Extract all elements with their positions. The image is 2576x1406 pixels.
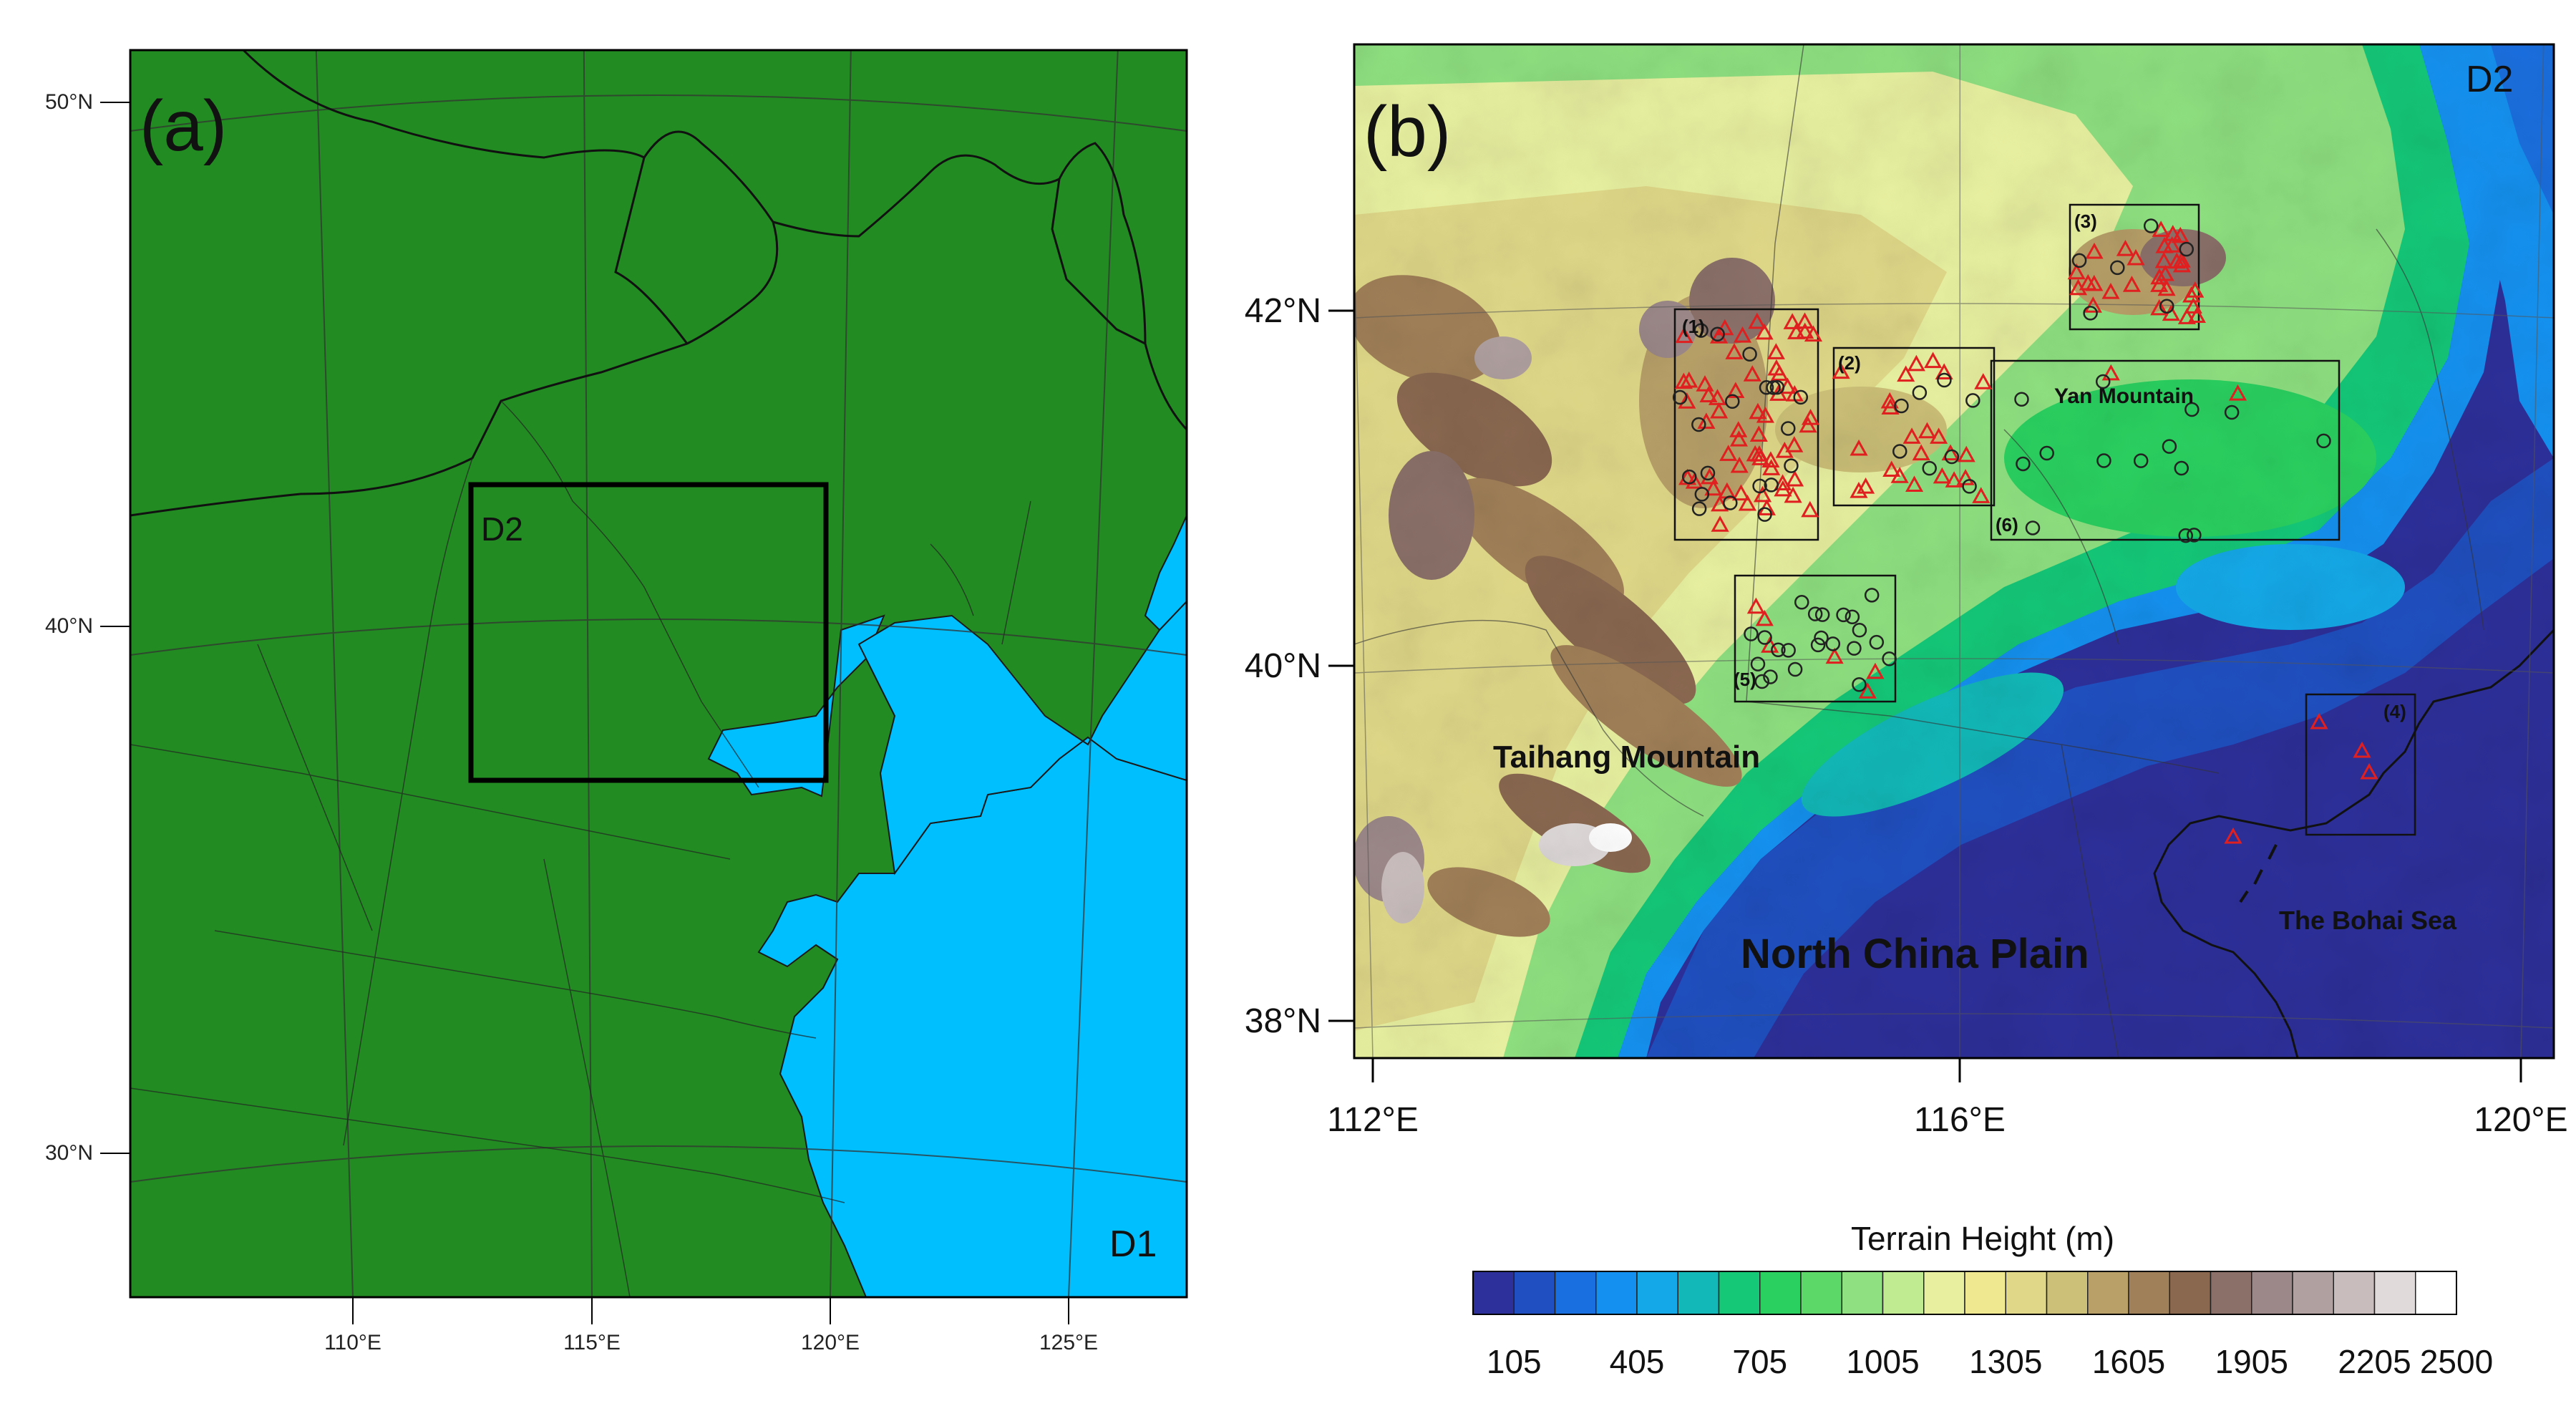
lat-tick-labels-a: 50°N 40°N 30°N (45, 90, 130, 1165)
colorbar-title: Terrain Height (m) (1851, 1220, 2114, 1257)
colorbar-tick-105: 105 (1487, 1343, 1542, 1380)
box-4-label: (4) (2383, 701, 2406, 722)
lon-tick-labels-b: 112°E 116°E 120°E (1327, 1058, 2568, 1139)
lon-tick-120e: 120°E (801, 1331, 860, 1354)
box-6-label: (6) (1996, 514, 2018, 535)
colorbar-tick-2205: 2205 (2338, 1343, 2411, 1380)
lat-tick-50n: 50°N (45, 90, 93, 114)
panel-a-label: (a) (140, 86, 227, 166)
box-1-label: (1) (1682, 316, 1705, 337)
lat-tick-labels-b: 42°N 40°N 38°N (1245, 292, 1354, 1040)
panel-b-label: (b) (1364, 92, 1451, 172)
graticule (130, 50, 1187, 1297)
colorbar-tick-1605: 1605 (2092, 1343, 2165, 1380)
colorbar-tick-2500: 2500 (2420, 1343, 2493, 1380)
d2-domain-box (468, 482, 829, 783)
panel-b-terrain-map: (1) (2) (3) (4) (5) (6) Taihang Mountain… (1245, 43, 2568, 1139)
panel-a-map: (a) D1 D2 50°N 40°N 30°N 110°E 115°E 120… (45, 49, 1188, 1354)
country-borders (130, 50, 1187, 517)
lat-tick-42n: 42°N (1245, 292, 1321, 330)
box-3 (2069, 203, 2200, 331)
sub-region-boxes (1673, 203, 2416, 836)
d1-domain-label: D1 (1109, 1223, 1157, 1265)
lon-tick-125e: 125°E (1039, 1331, 1098, 1354)
box-5-label: (5) (1734, 669, 1756, 690)
colorbar-tick-405: 405 (1610, 1343, 1665, 1380)
yan-mountain-label: Yan Mountain (2054, 384, 2194, 408)
d2-domain-label: D2 (481, 510, 523, 548)
province-borders (130, 400, 1031, 1297)
lon-tick-116e: 116°E (1914, 1101, 2006, 1139)
box-6 (1990, 359, 2341, 541)
bohai-sea-label: The Bohai Sea (2279, 906, 2457, 935)
lat-tick-40n-b: 40°N (1245, 647, 1321, 685)
box-5 (1734, 574, 1897, 703)
lon-tick-120e-b: 120°E (2474, 1101, 2567, 1139)
colorbar-cells (1472, 1271, 2457, 1315)
colorbar-tick-1005: 1005 (1846, 1343, 1919, 1380)
sea-of-japan (1144, 515, 1187, 631)
coastline (2153, 629, 2554, 1058)
box-2 (1832, 346, 1996, 507)
lon-tick-115e: 115°E (563, 1331, 621, 1354)
panel-b-frame (1353, 43, 2555, 1060)
panel-a-frame (129, 49, 1188, 1299)
province-borders-b (1354, 44, 2484, 1058)
box-4 (2305, 693, 2416, 836)
colorbar-tick-705: 705 (1732, 1343, 1787, 1380)
colorbar-tick-1305: 1305 (1969, 1343, 2042, 1380)
d2-domain-label-b: D2 (2466, 59, 2513, 100)
terrain-colorbar: Terrain Height (m) 105 405 705 1005 1305 1605… (1472, 1220, 2493, 1380)
lon-tick-110e: 110°E (324, 1331, 381, 1354)
box-3-label: (3) (2074, 210, 2097, 232)
lat-tick-40n: 40°N (45, 614, 93, 638)
colorbar-tick-1905: 1905 (2215, 1343, 2288, 1380)
islands (2239, 844, 2278, 903)
graticule-b (1354, 44, 2554, 1058)
lon-tick-labels-a: 110°E 115°E 120°E 125°E (324, 1297, 1098, 1354)
box-2-label: (2) (1838, 352, 1861, 374)
lon-tick-112e: 112°E (1327, 1101, 1419, 1139)
terrain-height-shading (1354, 44, 2554, 1058)
lat-tick-30n: 30°N (45, 1141, 93, 1165)
station-markers (1672, 218, 2378, 844)
yellow-sea-north (857, 600, 1187, 876)
colorbar-tick-labels: 105 405 705 1005 1305 1605 1905 2205 2500 (1487, 1343, 2493, 1380)
taihang-mountain-label: Taihang Mountain (1493, 740, 1760, 775)
north-china-plain-label: North China Plain (1741, 931, 2089, 977)
lat-tick-38n: 38°N (1245, 1002, 1321, 1040)
